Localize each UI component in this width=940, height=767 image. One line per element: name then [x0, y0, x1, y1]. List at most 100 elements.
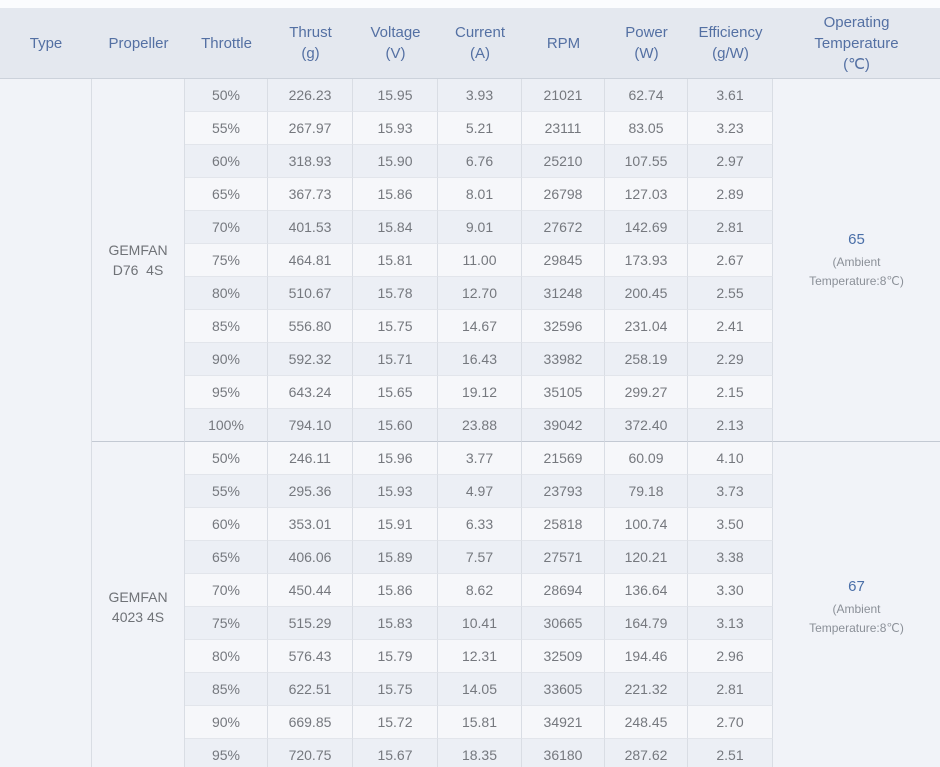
- cell-thrust: 401.53: [268, 211, 353, 244]
- propeller-label: GEMFAN D76 4S: [108, 242, 168, 278]
- cell-thrust: 510.67: [268, 277, 353, 310]
- cell-throttle: 70%: [185, 211, 268, 244]
- cell-power: 107.55: [605, 145, 688, 178]
- cell-efficiency: 3.30: [688, 574, 773, 607]
- cell-current: 3.93: [438, 79, 522, 112]
- cell-thrust: 353.01: [268, 508, 353, 541]
- cell-current: 18.35: [438, 739, 522, 767]
- cell-power: 194.46: [605, 640, 688, 673]
- cell-efficiency: 2.55: [688, 277, 773, 310]
- cell-voltage: 15.75: [353, 310, 438, 343]
- type-cell: [0, 79, 92, 767]
- cell-power: 200.45: [605, 277, 688, 310]
- cell-rpm: 32596: [522, 310, 605, 343]
- temperature-cell: 67 (Ambient Temperature:8℃): [773, 442, 940, 767]
- cell-throttle: 55%: [185, 475, 268, 508]
- cell-voltage: 15.86: [353, 574, 438, 607]
- table-row: 85% 622.51 15.75 14.05 33605 221.32 2.81: [0, 673, 940, 706]
- cell-current: 23.88: [438, 409, 522, 442]
- cell-power: 62.74: [605, 79, 688, 112]
- table-row: GEMFAN D76 4S 50% 226.23 15.95 3.93 21021 62.7…: [0, 79, 940, 767]
- cell-thrust: 556.80: [268, 310, 353, 343]
- cell-efficiency: 2.96: [688, 640, 773, 673]
- cell-throttle: 75%: [185, 607, 268, 640]
- cell-current: 5.21: [438, 112, 522, 145]
- table-row: 65% 406.06 15.89 7.57 27571 120.21 3.38: [0, 541, 940, 574]
- cell-thrust: 246.11: [268, 442, 353, 475]
- cell-power: 136.64: [605, 574, 688, 607]
- cell-throttle: 85%: [185, 673, 268, 706]
- cell-throttle: 90%: [185, 706, 268, 739]
- cell-throttle: 95%: [185, 739, 268, 767]
- cell-thrust: 592.32: [268, 343, 353, 376]
- cell-efficiency: 2.67: [688, 244, 773, 277]
- cell-power: 221.32: [605, 673, 688, 706]
- cell-thrust: 295.36: [268, 475, 353, 508]
- header-propeller: Propeller: [92, 8, 185, 79]
- cell-thrust: 267.97: [268, 112, 353, 145]
- cell-voltage: 15.60: [353, 409, 438, 442]
- table-row: 90% 592.32 15.71 16.43 33982 258.19 2.29: [0, 343, 940, 376]
- cell-rpm: 29845: [522, 244, 605, 277]
- cell-rpm: 21021: [522, 79, 605, 112]
- cell-power: 164.79: [605, 607, 688, 640]
- cell-voltage: 15.83: [353, 607, 438, 640]
- cell-rpm: 35105: [522, 376, 605, 409]
- ambient-temperature-note: (Ambient Temperature:8℃): [809, 255, 904, 288]
- cell-current: 3.77: [438, 442, 522, 475]
- cell-throttle: 65%: [185, 178, 268, 211]
- cell-efficiency: 2.51: [688, 739, 773, 767]
- cell-efficiency: 3.73: [688, 475, 773, 508]
- cell-current: 14.05: [438, 673, 522, 706]
- cell-thrust: 515.29: [268, 607, 353, 640]
- cell-thrust: 669.85: [268, 706, 353, 739]
- cell-thrust: 226.23: [268, 79, 353, 112]
- propeller-cell: GEMFAN D76 4S: [92, 79, 185, 442]
- cell-throttle: 80%: [185, 277, 268, 310]
- propeller-spec-table: Type Propeller Throttle Thrust (g) Volta…: [0, 8, 940, 767]
- table-row: 75% 515.29 15.83 10.41 30665 164.79 3.13: [0, 607, 940, 640]
- cell-voltage: 15.67: [353, 739, 438, 767]
- header-row: Type Propeller Throttle Thrust (g) Volta…: [0, 8, 940, 79]
- cell-efficiency: 3.38: [688, 541, 773, 574]
- propeller-label: GEMFAN 4023 4S: [108, 588, 168, 625]
- cell-thrust: 464.81: [268, 244, 353, 277]
- cell-efficiency: 3.50: [688, 508, 773, 541]
- cell-rpm: 33982: [522, 343, 605, 376]
- table-row: 70% 401.53 15.84 9.01 27672 142.69 2.81: [0, 211, 940, 244]
- cell-voltage: 15.95: [353, 79, 438, 112]
- temperature-value: 65: [848, 231, 865, 248]
- cell-rpm: 26798: [522, 178, 605, 211]
- temperature-value: 67: [848, 577, 865, 595]
- cell-power: 83.05: [605, 112, 688, 145]
- cell-current: 8.62: [438, 574, 522, 607]
- cell-rpm: 39042: [522, 409, 605, 442]
- cell-voltage: 15.93: [353, 112, 438, 145]
- cell-current: 9.01: [438, 211, 522, 244]
- cell-throttle: 70%: [185, 574, 268, 607]
- cell-throttle: 55%: [185, 112, 268, 145]
- cell-throttle: 60%: [185, 508, 268, 541]
- cell-current: 8.01: [438, 178, 522, 211]
- cell-voltage: 15.84: [353, 211, 438, 244]
- cell-voltage: 15.75: [353, 673, 438, 706]
- cell-rpm: 30665: [522, 607, 605, 640]
- cell-current: 12.70: [438, 277, 522, 310]
- cell-efficiency: 2.81: [688, 211, 773, 244]
- cell-power: 120.21: [605, 541, 688, 574]
- cell-rpm: 27672: [522, 211, 605, 244]
- cell-current: 12.31: [438, 640, 522, 673]
- cell-throttle: 50%: [185, 442, 268, 475]
- table-row: 85% 556.80 15.75 14.67 32596 231.04 2.41: [0, 310, 940, 343]
- cell-power: 231.04: [605, 310, 688, 343]
- cell-thrust: 450.44: [268, 574, 353, 607]
- table-row: 100% 794.10 15.60 23.88 39042 372.40 2.13: [0, 409, 940, 442]
- table-row: 75% 464.81 15.81 11.00 29845 173.93 2.67: [0, 244, 940, 277]
- cell-throttle: 95%: [185, 376, 268, 409]
- table-row: 95% 720.75 15.67 18.35 36180 287.62 2.51: [0, 739, 940, 767]
- cell-thrust: 720.75: [268, 739, 353, 767]
- table-row: 70% 450.44 15.86 8.62 28694 136.64 3.30: [0, 574, 940, 607]
- header-temperature: Operating Temperature (℃): [773, 8, 940, 79]
- cell-voltage: 15.89: [353, 541, 438, 574]
